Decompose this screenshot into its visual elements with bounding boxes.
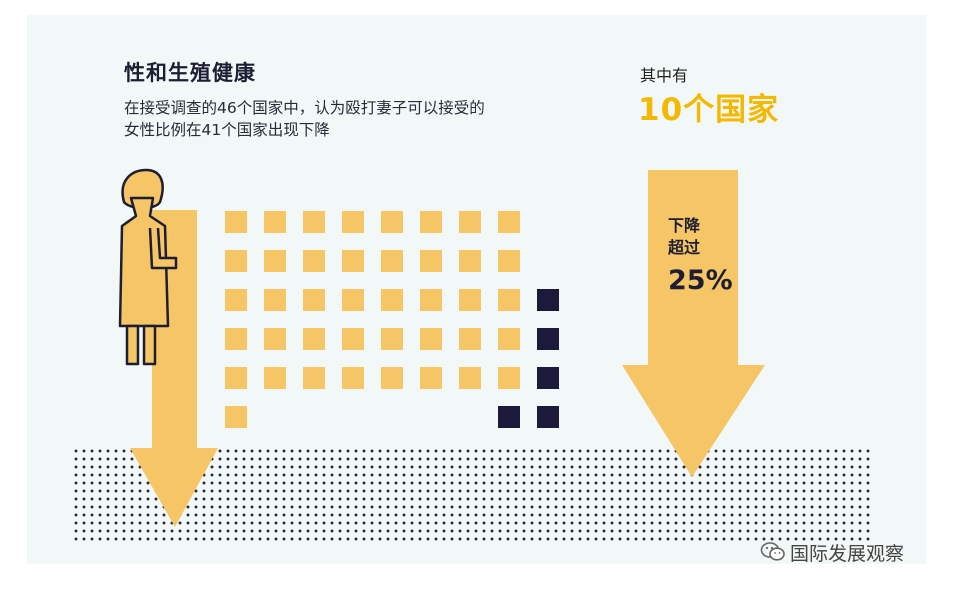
country-square-decline xyxy=(264,289,286,311)
country-square-decline xyxy=(225,406,247,428)
country-square-decline xyxy=(225,328,247,350)
country-square-decline xyxy=(225,211,247,233)
callout-line-2: 超过 xyxy=(668,238,701,257)
country-square-decline xyxy=(381,367,403,389)
country-square-decline xyxy=(420,328,442,350)
country-square-decline xyxy=(498,250,520,272)
country-square-decline xyxy=(498,289,520,311)
country-square-decline xyxy=(264,250,286,272)
country-square-decline xyxy=(459,250,481,272)
country-square-decline xyxy=(342,289,364,311)
highlight-prefix: 其中有 xyxy=(640,66,689,85)
country-square-no-decline xyxy=(498,406,520,428)
highlight-count: 10个国家 xyxy=(638,92,780,128)
country-square-decline xyxy=(342,250,364,272)
page-title: 性和生殖健康 xyxy=(124,60,256,85)
callout-value: 25% xyxy=(668,265,733,296)
country-square-decline xyxy=(381,289,403,311)
callout-line-1: 下降 xyxy=(668,216,701,235)
country-square-decline xyxy=(381,328,403,350)
woman-figure-icon xyxy=(118,168,178,366)
country-square-no-decline xyxy=(537,289,559,311)
country-square-decline xyxy=(420,250,442,272)
country-square-decline xyxy=(498,367,520,389)
country-square-no-decline xyxy=(537,406,559,428)
country-square-decline xyxy=(225,250,247,272)
country-square-decline xyxy=(264,367,286,389)
description: 在接受调查的46个国家中，认为殴打妻子可以接受的 女性比例在41个国家出现下降 xyxy=(124,97,574,141)
right-down-arrow xyxy=(622,170,765,477)
country-square-decline xyxy=(459,211,481,233)
country-square-decline xyxy=(303,328,325,350)
country-square-decline xyxy=(225,367,247,389)
country-square-decline xyxy=(342,328,364,350)
country-square-decline xyxy=(420,367,442,389)
country-square-decline xyxy=(303,211,325,233)
description-line-2: 女性比例在41个国家出现下降 xyxy=(124,121,330,139)
country-square-decline xyxy=(264,328,286,350)
country-square-decline xyxy=(342,211,364,233)
description-line-1: 在接受调查的46个国家中，认为殴打妻子可以接受的 xyxy=(124,99,485,117)
country-square-decline xyxy=(459,328,481,350)
country-square-decline xyxy=(459,367,481,389)
wechat-icon xyxy=(760,542,785,561)
country-square-decline xyxy=(420,211,442,233)
country-square-decline xyxy=(303,289,325,311)
brand-name: 国际发展观察 xyxy=(790,542,905,565)
country-square-decline xyxy=(498,211,520,233)
country-square-decline xyxy=(264,211,286,233)
country-square-decline xyxy=(225,289,247,311)
brand-watermark: 国际发展观察 xyxy=(760,540,905,565)
country-square-decline xyxy=(303,250,325,272)
country-grid xyxy=(225,211,559,428)
country-square-decline xyxy=(420,289,442,311)
country-square-decline xyxy=(381,250,403,272)
arrow-callout: 下降 超过 25% xyxy=(668,215,733,296)
country-square-no-decline xyxy=(537,367,559,389)
country-square-decline xyxy=(381,211,403,233)
country-square-no-decline xyxy=(537,328,559,350)
country-square-decline xyxy=(498,328,520,350)
country-square-decline xyxy=(303,367,325,389)
country-square-decline xyxy=(459,289,481,311)
country-square-decline xyxy=(342,367,364,389)
